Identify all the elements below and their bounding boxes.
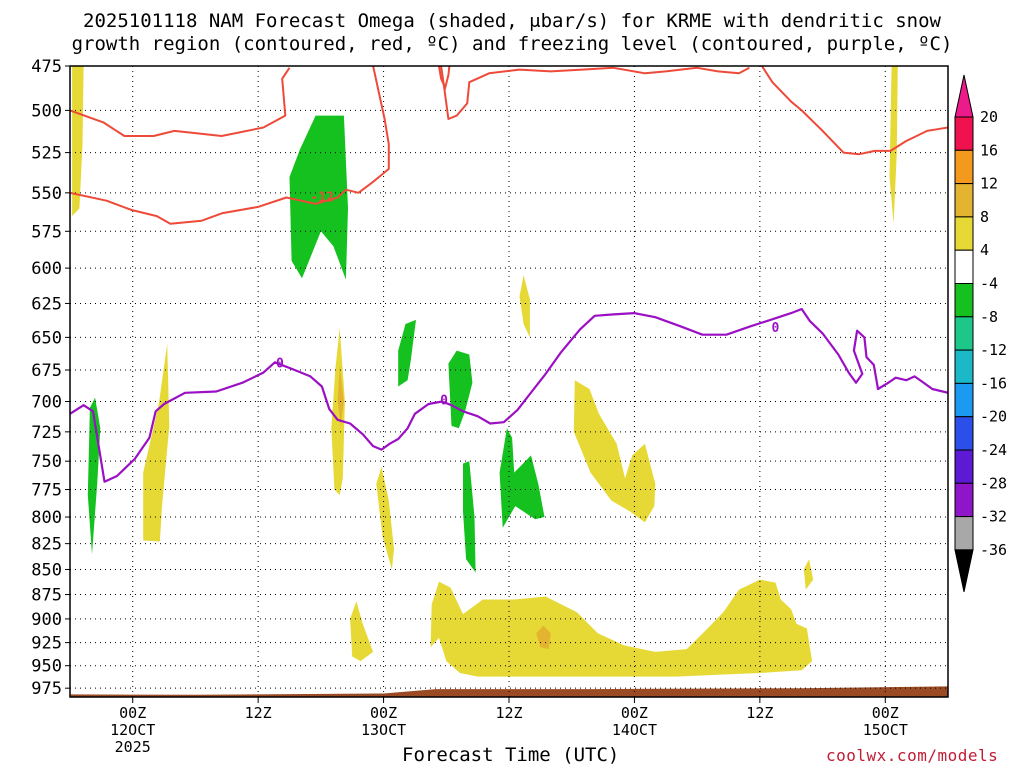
colorbar-label-12: -32 [980, 508, 1007, 526]
y-tick-label-650: 650 [31, 328, 62, 348]
colorbar-swatch-10 [954, 449, 974, 484]
colorbar-swatch-4 [954, 249, 974, 284]
dendritic-contour-top2 [70, 66, 390, 225]
colorbar-label-13: -36 [980, 541, 1007, 559]
chart-title-line-1: 2025101118 NAM Forecast Omega (shaded, μ… [83, 10, 941, 32]
colorbar-swatch-12 [954, 516, 974, 551]
omega-region-2 [143, 344, 170, 542]
y-tick-label-550: 550 [31, 184, 62, 204]
x-tick-label-78: 00Z [872, 704, 899, 722]
y-tick-label-925: 925 [31, 634, 62, 654]
omega-region-8 [398, 319, 416, 387]
x-day-label-30: 13OCT [361, 721, 406, 739]
colorbar-label-9: -20 [980, 408, 1007, 426]
x-tick-label-66: 12Z [746, 704, 773, 722]
y-tick-label-600: 600 [31, 259, 62, 279]
credit-text: coolwx.com/models [826, 746, 999, 765]
colorbar-label-8: -16 [980, 374, 1007, 392]
colorbar-label-0: 20 [980, 108, 998, 126]
freezing-level-label-1: 0 [440, 393, 448, 408]
colorbar-label-2: 12 [980, 175, 998, 193]
y-tick-label-850: 850 [31, 560, 62, 580]
x-tick-label-42: 12Z [495, 704, 522, 722]
colorbar-swatch-2 [954, 183, 974, 218]
y-tick-label-500: 500 [31, 101, 62, 121]
y-tick-label-625: 625 [31, 294, 62, 314]
colorbar-swatch-3 [954, 216, 974, 251]
x-tick-label-54: 00Z [621, 704, 648, 722]
y-tick-label-750: 750 [31, 452, 62, 472]
y-tick-label-700: 700 [31, 392, 62, 412]
colorbar-top-triangle [954, 74, 974, 118]
colorbar: 20 16 12 8 4 -4 -8 -12 -16 -20 -24 -28 -32 -36 [954, 74, 1007, 593]
x-axis-label: Forecast Time (UTC) [402, 744, 620, 766]
y-tick-label-950: 950 [31, 657, 62, 677]
y-tick-label-775: 775 [31, 481, 62, 501]
colorbar-label-7: -12 [980, 341, 1007, 359]
colorbar-swatch-9 [954, 416, 974, 451]
omega-region-14 [430, 579, 813, 677]
x-year-label: 2025 [115, 738, 151, 756]
colorbar-label-10: -24 [980, 441, 1007, 459]
contours: -12 0 0 0 [70, 66, 948, 483]
y-tick-label-575: 575 [31, 222, 62, 242]
freezing-level-label-0: 0 [276, 357, 284, 372]
omega-region-10 [463, 461, 476, 573]
y-tick-label-875: 875 [31, 586, 62, 606]
colorbar-label-3: 8 [980, 208, 989, 226]
axes: 475 500 525 550 575 600 625 650 675 700 725 750 775 8… [31, 57, 949, 756]
omega-region-11 [499, 428, 545, 528]
colorbar-bottom-triangle [954, 549, 974, 593]
omega-region-4 [331, 328, 345, 496]
colorbar-swatch-6 [954, 316, 974, 351]
omega-region-6 [376, 466, 394, 570]
dendritic-contour-top [70, 67, 291, 137]
dendritic-contour-top3 [440, 66, 750, 120]
colorbar-label-5: -4 [980, 275, 998, 293]
dendritic-contour-small [438, 66, 451, 91]
y-tick-label-675: 675 [31, 361, 62, 381]
x-day-label-6: 12OCT [110, 721, 155, 739]
y-tick-label-975: 975 [31, 679, 62, 699]
omega-region-12 [519, 275, 530, 338]
grid [70, 65, 948, 697]
omega-region-9 [448, 350, 473, 429]
omega-region-13 [573, 380, 656, 523]
omega-region-0 [72, 66, 84, 217]
colorbar-swatch-8 [954, 382, 974, 418]
colorbar-label-1: 16 [980, 141, 998, 159]
x-day-label-54: 14OCT [612, 721, 657, 739]
x-day-label-78: 15OCT [863, 721, 908, 739]
dendritic-contour-top4 [761, 66, 948, 156]
freezing-level-contour [70, 307, 948, 483]
x-tick-label-6: 00Z [119, 704, 146, 722]
colorbar-swatch-7 [954, 349, 974, 384]
y-tick-label-800: 800 [31, 508, 62, 528]
omega-region-7 [350, 601, 374, 662]
colorbar-label-4: 4 [980, 241, 989, 259]
y-tick-label-825: 825 [31, 535, 62, 555]
colorbar-swatch-1 [954, 149, 974, 185]
omega-region-15 [536, 625, 551, 650]
dendritic-contour-label: -12 [310, 191, 333, 206]
y-tick-label-525: 525 [31, 144, 62, 164]
colorbar-swatch-11 [954, 482, 974, 518]
colorbar-swatch-5 [954, 283, 974, 318]
y-tick-label-725: 725 [31, 423, 62, 443]
colorbar-swatch-0 [954, 116, 974, 151]
omega-region-5 [337, 366, 344, 426]
omega-shading [72, 66, 898, 677]
omega-region-17 [889, 66, 898, 224]
x-tick-label-30: 00Z [370, 704, 397, 722]
colorbar-label-6: -8 [980, 308, 998, 326]
freezing-level-label-2: 0 [771, 321, 779, 336]
omega-region-16 [803, 559, 814, 590]
x-tick-label-18: 12Z [245, 704, 272, 722]
omega-region-3 [289, 115, 348, 280]
colorbar-label-11: -28 [980, 474, 1007, 492]
y-tick-label-475: 475 [31, 57, 62, 77]
chart-title-line-2: growth region (contoured, red, ºC) and f… [71, 33, 953, 55]
y-tick-label-900: 900 [31, 610, 62, 630]
